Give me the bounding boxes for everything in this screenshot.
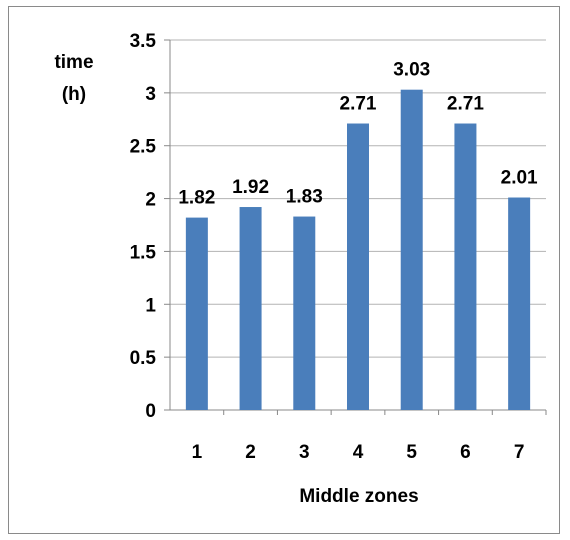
x-tick-label: 1: [192, 442, 203, 463]
x-tick-label: 6: [460, 442, 471, 463]
y-tick-label: 1: [145, 295, 156, 316]
y-tick-label: 2: [145, 190, 156, 211]
bar: [400, 89, 423, 410]
data-label: 2.71: [340, 94, 377, 115]
bars: [185, 89, 531, 410]
bar: [508, 197, 531, 410]
y-tick-label: 3.5: [130, 31, 157, 52]
bar: [293, 216, 316, 410]
y-tick-label: 1.5: [130, 242, 157, 263]
y-axis-title-line2: (h): [62, 84, 86, 105]
x-tick-label: 2: [245, 442, 256, 463]
data-labels: 1.82 1.92 1.83 2.71 3.03 2.71 2.01: [178, 60, 538, 209]
data-label: 1.82: [178, 188, 215, 209]
bar: [454, 123, 477, 410]
x-tick-label: 3: [299, 442, 310, 463]
x-tick-label: 5: [406, 442, 417, 463]
y-tick-labels: 0 0.5 1 1.5 2 2.5 3 3.5: [130, 31, 157, 422]
data-label: 1.83: [286, 187, 323, 208]
x-axis-title: Middle zones: [299, 486, 418, 507]
x-tick-label: 7: [514, 442, 525, 463]
bar: [185, 217, 208, 410]
y-tick-label: 0: [145, 401, 156, 422]
y-tick-label: 0.5: [130, 348, 157, 369]
data-label: 2.71: [447, 94, 484, 115]
y-tick-label: 3: [145, 84, 156, 105]
bar: [239, 207, 262, 410]
y-tick-label: 2.5: [130, 137, 157, 158]
y-axis-title-line1: time: [54, 52, 93, 73]
x-tick-labels: 1 2 3 4 5 6 7: [192, 442, 525, 463]
data-label: 3.03: [393, 60, 430, 81]
data-label: 2.01: [501, 168, 538, 189]
data-label: 1.92: [232, 177, 269, 198]
x-tick-label: 4: [353, 442, 364, 463]
bar: [347, 123, 369, 410]
